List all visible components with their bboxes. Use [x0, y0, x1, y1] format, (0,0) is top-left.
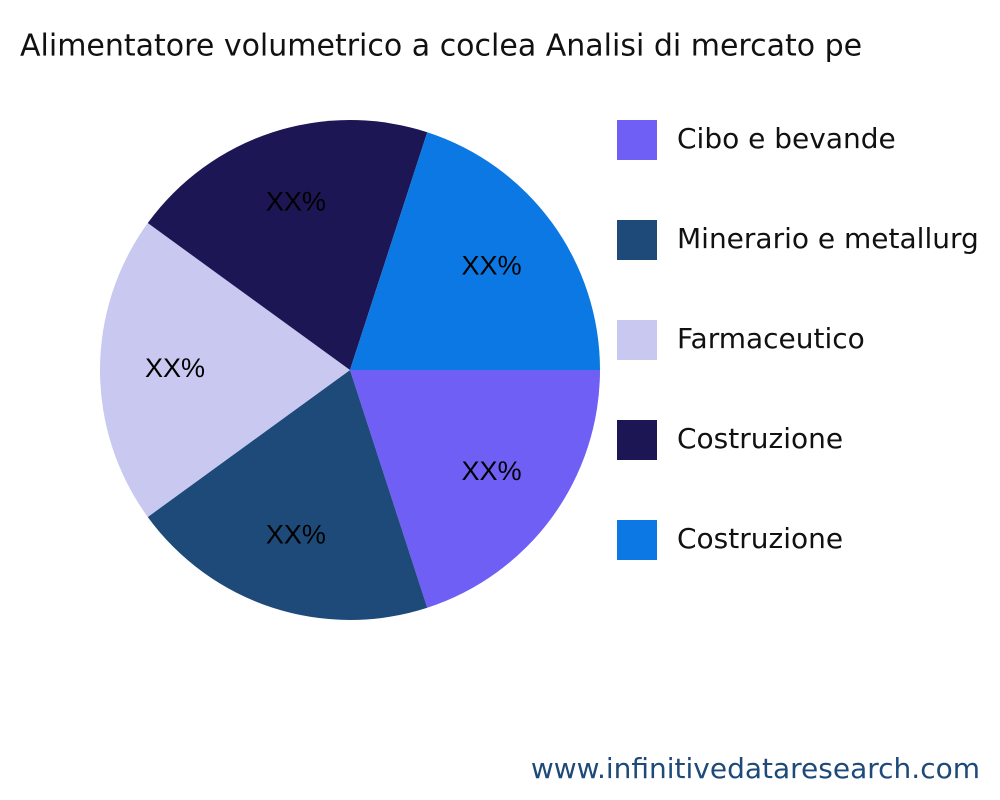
legend-swatch	[617, 220, 657, 260]
legend-swatch	[617, 320, 657, 360]
slice-label: XX%	[266, 187, 326, 217]
pie-slice	[147, 370, 428, 620]
slice-label: XX%	[462, 456, 522, 486]
slice-label: XX%	[145, 353, 205, 383]
legend-swatch	[617, 120, 657, 160]
chart-title: Alimentatore volumetrico a coclea Analis…	[20, 29, 862, 64]
legend-label: Minerario e metallurg	[677, 222, 979, 255]
legend-label: Cibo e bevande	[677, 122, 896, 155]
legend-label: Costruzione	[677, 422, 843, 455]
pie-slice	[350, 132, 600, 370]
footer: www.infinitivedataresearch.com	[531, 752, 980, 785]
pie-slice	[350, 370, 600, 608]
legend-swatch	[617, 520, 657, 560]
pie-slice	[100, 223, 350, 517]
slice-label: XX%	[462, 250, 522, 280]
legend-label: Costruzione	[677, 522, 843, 555]
legend-label: Farmaceutico	[677, 322, 865, 355]
slice-label: XX%	[266, 520, 326, 550]
legend-swatch	[617, 420, 657, 460]
pie-slice	[147, 120, 428, 370]
